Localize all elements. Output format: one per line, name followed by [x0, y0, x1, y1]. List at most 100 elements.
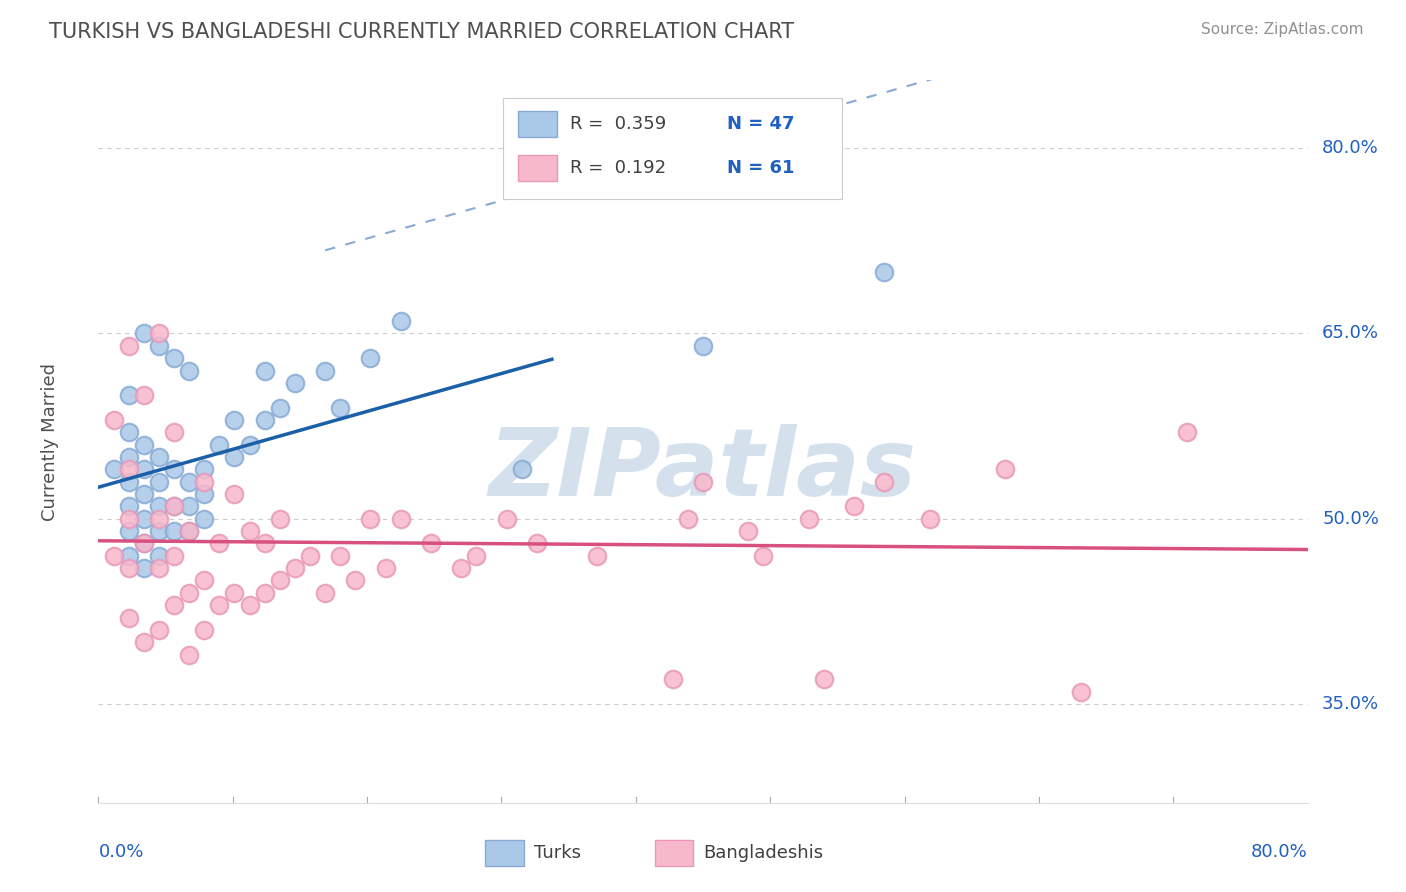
Text: 50.0%: 50.0%: [1322, 509, 1379, 528]
FancyBboxPatch shape: [517, 111, 557, 136]
Point: [179, 475, 201, 489]
Point: [132, 326, 155, 341]
Point: [163, 500, 186, 514]
Point: [389, 512, 412, 526]
Text: 0.0%: 0.0%: [98, 843, 143, 861]
Point: [132, 487, 155, 501]
Point: [193, 475, 215, 489]
Point: [163, 524, 186, 538]
Text: 80.0%: 80.0%: [1322, 139, 1379, 157]
Point: [148, 623, 170, 637]
Point: [495, 512, 517, 526]
Point: [299, 549, 322, 563]
Point: [118, 475, 141, 489]
Point: [118, 339, 141, 353]
Point: [132, 437, 155, 451]
Point: [148, 326, 170, 341]
Point: [132, 388, 155, 402]
Point: [329, 401, 352, 415]
Point: [179, 586, 201, 600]
Point: [163, 351, 186, 366]
Point: [269, 401, 291, 415]
Point: [873, 475, 896, 489]
Point: [314, 586, 336, 600]
Point: [103, 413, 125, 427]
Point: [148, 512, 170, 526]
Point: [118, 524, 141, 538]
Point: [163, 598, 186, 612]
Point: [208, 437, 231, 451]
FancyBboxPatch shape: [485, 840, 524, 866]
Point: [163, 549, 186, 563]
Point: [103, 462, 125, 476]
Text: Currently Married: Currently Married: [41, 362, 59, 521]
Point: [420, 536, 443, 550]
Point: [465, 549, 488, 563]
Text: 80.0%: 80.0%: [1251, 843, 1308, 861]
Point: [994, 462, 1017, 476]
Point: [253, 363, 276, 377]
Point: [118, 549, 141, 563]
Point: [737, 524, 759, 538]
Point: [118, 512, 141, 526]
Point: [179, 500, 201, 514]
Point: [239, 524, 262, 538]
Text: Turks: Turks: [534, 845, 581, 863]
Point: [314, 363, 336, 377]
Point: [269, 574, 291, 588]
Point: [692, 475, 714, 489]
Point: [676, 512, 699, 526]
Point: [132, 512, 155, 526]
Point: [148, 339, 170, 353]
Point: [360, 351, 382, 366]
Point: [148, 524, 170, 538]
Point: [752, 549, 775, 563]
Point: [510, 462, 533, 476]
Point: [118, 450, 141, 464]
Point: [344, 574, 367, 588]
Point: [163, 425, 186, 440]
Point: [253, 536, 276, 550]
Point: [118, 561, 141, 575]
Point: [193, 574, 215, 588]
Point: [118, 500, 141, 514]
Point: [193, 487, 215, 501]
Point: [163, 500, 186, 514]
Point: [374, 561, 396, 575]
Point: [284, 561, 307, 575]
Point: [224, 487, 246, 501]
Point: [450, 561, 472, 575]
Point: [208, 598, 231, 612]
Point: [1175, 425, 1198, 440]
Point: [813, 673, 835, 687]
Text: Bangladeshis: Bangladeshis: [703, 845, 823, 863]
Text: R =  0.359: R = 0.359: [569, 115, 666, 133]
Point: [269, 512, 291, 526]
Point: [239, 598, 262, 612]
Point: [132, 536, 155, 550]
Text: TURKISH VS BANGLADESHI CURRENTLY MARRIED CORRELATION CHART: TURKISH VS BANGLADESHI CURRENTLY MARRIED…: [49, 22, 794, 42]
Text: N = 61: N = 61: [727, 160, 794, 178]
Point: [224, 450, 246, 464]
FancyBboxPatch shape: [503, 98, 842, 200]
Point: [179, 524, 201, 538]
Point: [193, 623, 215, 637]
Point: [1070, 684, 1092, 698]
Point: [253, 586, 276, 600]
Point: [132, 462, 155, 476]
FancyBboxPatch shape: [655, 840, 693, 866]
Point: [224, 586, 246, 600]
Point: [360, 512, 382, 526]
Point: [118, 388, 141, 402]
Point: [179, 363, 201, 377]
Point: [118, 462, 141, 476]
Point: [253, 413, 276, 427]
Point: [844, 500, 866, 514]
Text: 65.0%: 65.0%: [1322, 325, 1379, 343]
Point: [132, 536, 155, 550]
Point: [692, 339, 714, 353]
Point: [148, 561, 170, 575]
Point: [389, 314, 412, 328]
Point: [193, 462, 215, 476]
Point: [148, 500, 170, 514]
